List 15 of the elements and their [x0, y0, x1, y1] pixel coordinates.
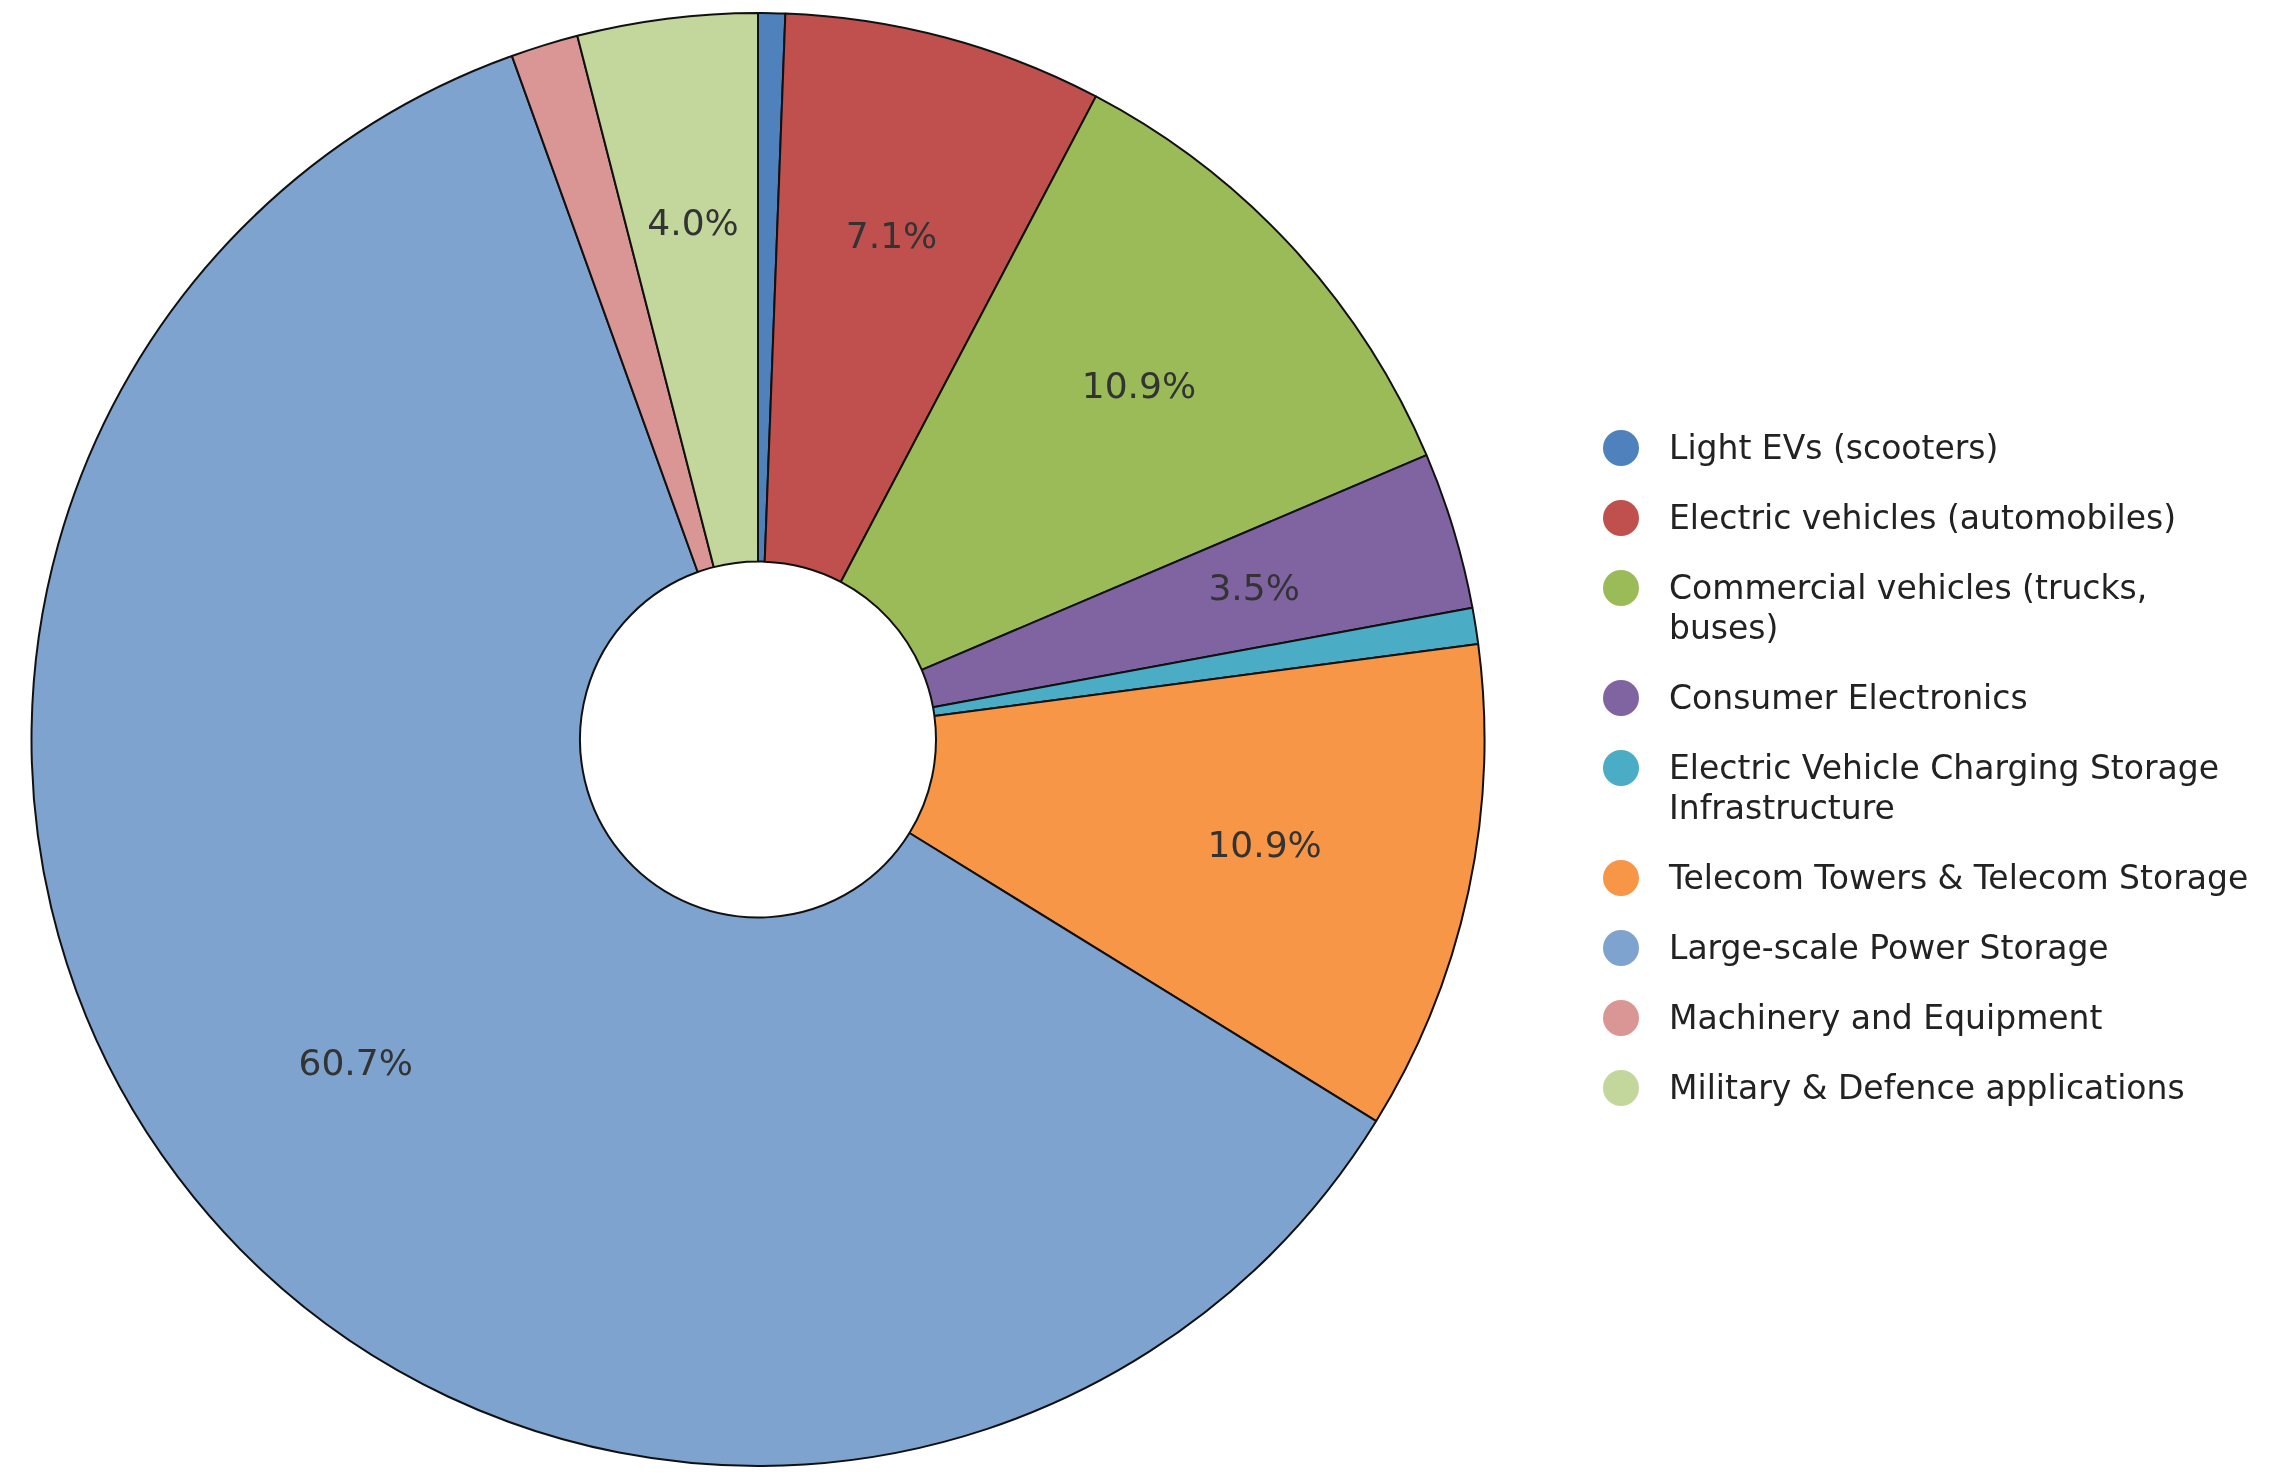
legend-label: Electric Vehicle Charging Storage Infrastructure — [1669, 748, 2221, 828]
data-label: 10.9% — [1081, 364, 1197, 406]
legend-label: Large-scale Power Storage — [1669, 928, 2109, 968]
legend-label: Light EVs (scooters) — [1669, 428, 1999, 468]
legend-label: Consumer Electronics — [1669, 678, 2028, 718]
legend-label: Military & Defence applications — [1669, 1068, 2185, 1108]
legend-label: Telecom Towers & Telecom Storage — [1669, 858, 2249, 898]
data-label: 3.5% — [1208, 566, 1300, 608]
data-label: 60.7% — [298, 1042, 413, 1084]
legend-label: Machinery and Equipment — [1669, 998, 2103, 1038]
data-label: 10.9% — [1207, 824, 1322, 866]
data-label: 7.1% — [845, 215, 938, 257]
data-label: 4.0% — [647, 201, 739, 243]
legend-label: Electric vehicles (automobiles) — [1669, 498, 2177, 538]
legend-label: Commercial vehicles (trucks, buses) — [1669, 568, 2149, 648]
